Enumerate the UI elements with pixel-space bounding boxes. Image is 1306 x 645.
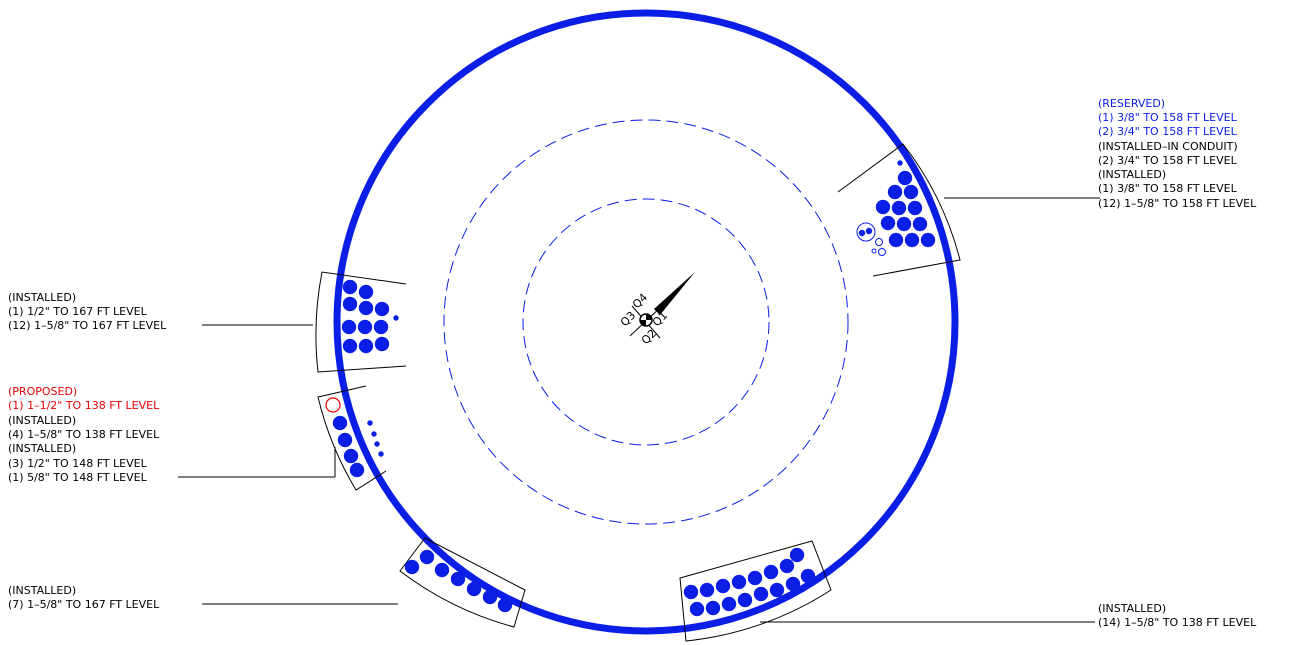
- cable-bundle-west: [341, 279, 399, 354]
- cable-bundle-northeast: [856, 160, 936, 256]
- cable-bundle-bottom-left: [404, 549, 513, 613]
- note-line: (14) 1–5/8" TO 138 FT LEVEL: [1098, 616, 1257, 629]
- cable-group-west: [202, 271, 407, 373]
- note-line: (INSTALLED): [8, 291, 76, 304]
- cable-group-bottom-left: [202, 537, 526, 628]
- cable-group-southwest: [178, 385, 387, 491]
- note-line: (2) 3/4" TO 158 FT LEVEL: [1098, 154, 1238, 167]
- note-line: (INSTALLED–IN CONDUIT): [1098, 140, 1238, 153]
- note-line: (1) 1–1/2" TO 138 FT LEVEL: [8, 399, 160, 412]
- cable-bundle-bottom-right: [683, 547, 816, 617]
- note-line: (INSTALLED): [8, 442, 76, 455]
- inner-ring-outer: [443, 119, 849, 525]
- cable-bundle-southwest: [325, 397, 384, 478]
- note-line: (12) 1–5/8" TO 158 FT LEVEL: [1098, 197, 1257, 210]
- cable-group-northeast: [837, 143, 1100, 277]
- note-line: (INSTALLED): [8, 584, 76, 597]
- center-crosshair: Q1 Q2 Q3 Q4: [618, 272, 695, 347]
- note-line: (INSTALLED): [1098, 168, 1166, 181]
- note-line: (INSTALLED): [8, 414, 76, 427]
- note-line: (1) 3/8" TO 158 FT LEVEL: [1098, 182, 1238, 195]
- note-line: (RESERVED): [1098, 97, 1165, 110]
- quadrant-label-q2: Q2: [639, 327, 659, 347]
- cable-group-bottom-right: [679, 540, 1095, 642]
- note-line: (7) 1–5/8" TO 167 FT LEVEL: [8, 598, 160, 611]
- north-arrow-icon: [654, 272, 695, 315]
- note-line: (4) 1–5/8" TO 138 FT LEVEL: [8, 428, 160, 441]
- note-line: (1) 5/8" TO 148 FT LEVEL: [8, 471, 148, 484]
- note-northeast: (RESERVED) (1) 3/8" TO 158 FT LEVEL (2) …: [1098, 97, 1257, 210]
- note-west: (INSTALLED) (1) 1/2" TO 167 FT LEVEL (12…: [8, 291, 167, 332]
- note-line: (INSTALLED): [1098, 602, 1166, 615]
- note-line: (12) 1–5/8" TO 167 FT LEVEL: [8, 319, 167, 332]
- note-bottom-left: (INSTALLED) (7) 1–5/8" TO 167 FT LEVEL: [8, 584, 160, 611]
- note-southwest: (PROPOSED) (1) 1–1/2" TO 138 FT LEVEL (I…: [8, 385, 160, 484]
- quadrant-label-q3: Q3: [618, 309, 638, 329]
- note-bottom-right: (INSTALLED) (14) 1–5/8" TO 138 FT LEVEL: [1098, 602, 1257, 629]
- quadrant-label-q4: Q4: [630, 291, 650, 311]
- tower-outer-wall: [333, 9, 959, 635]
- inner-ring-inner: [522, 198, 770, 446]
- note-line: (2) 3/4" TO 158 FT LEVEL: [1098, 125, 1238, 138]
- note-line: (PROPOSED): [8, 385, 77, 398]
- note-line: (3) 1/2" TO 148 FT LEVEL: [8, 457, 148, 470]
- note-line: (1) 1/2" TO 167 FT LEVEL: [8, 305, 148, 318]
- note-line: (1) 3/8" TO 158 FT LEVEL: [1098, 111, 1238, 124]
